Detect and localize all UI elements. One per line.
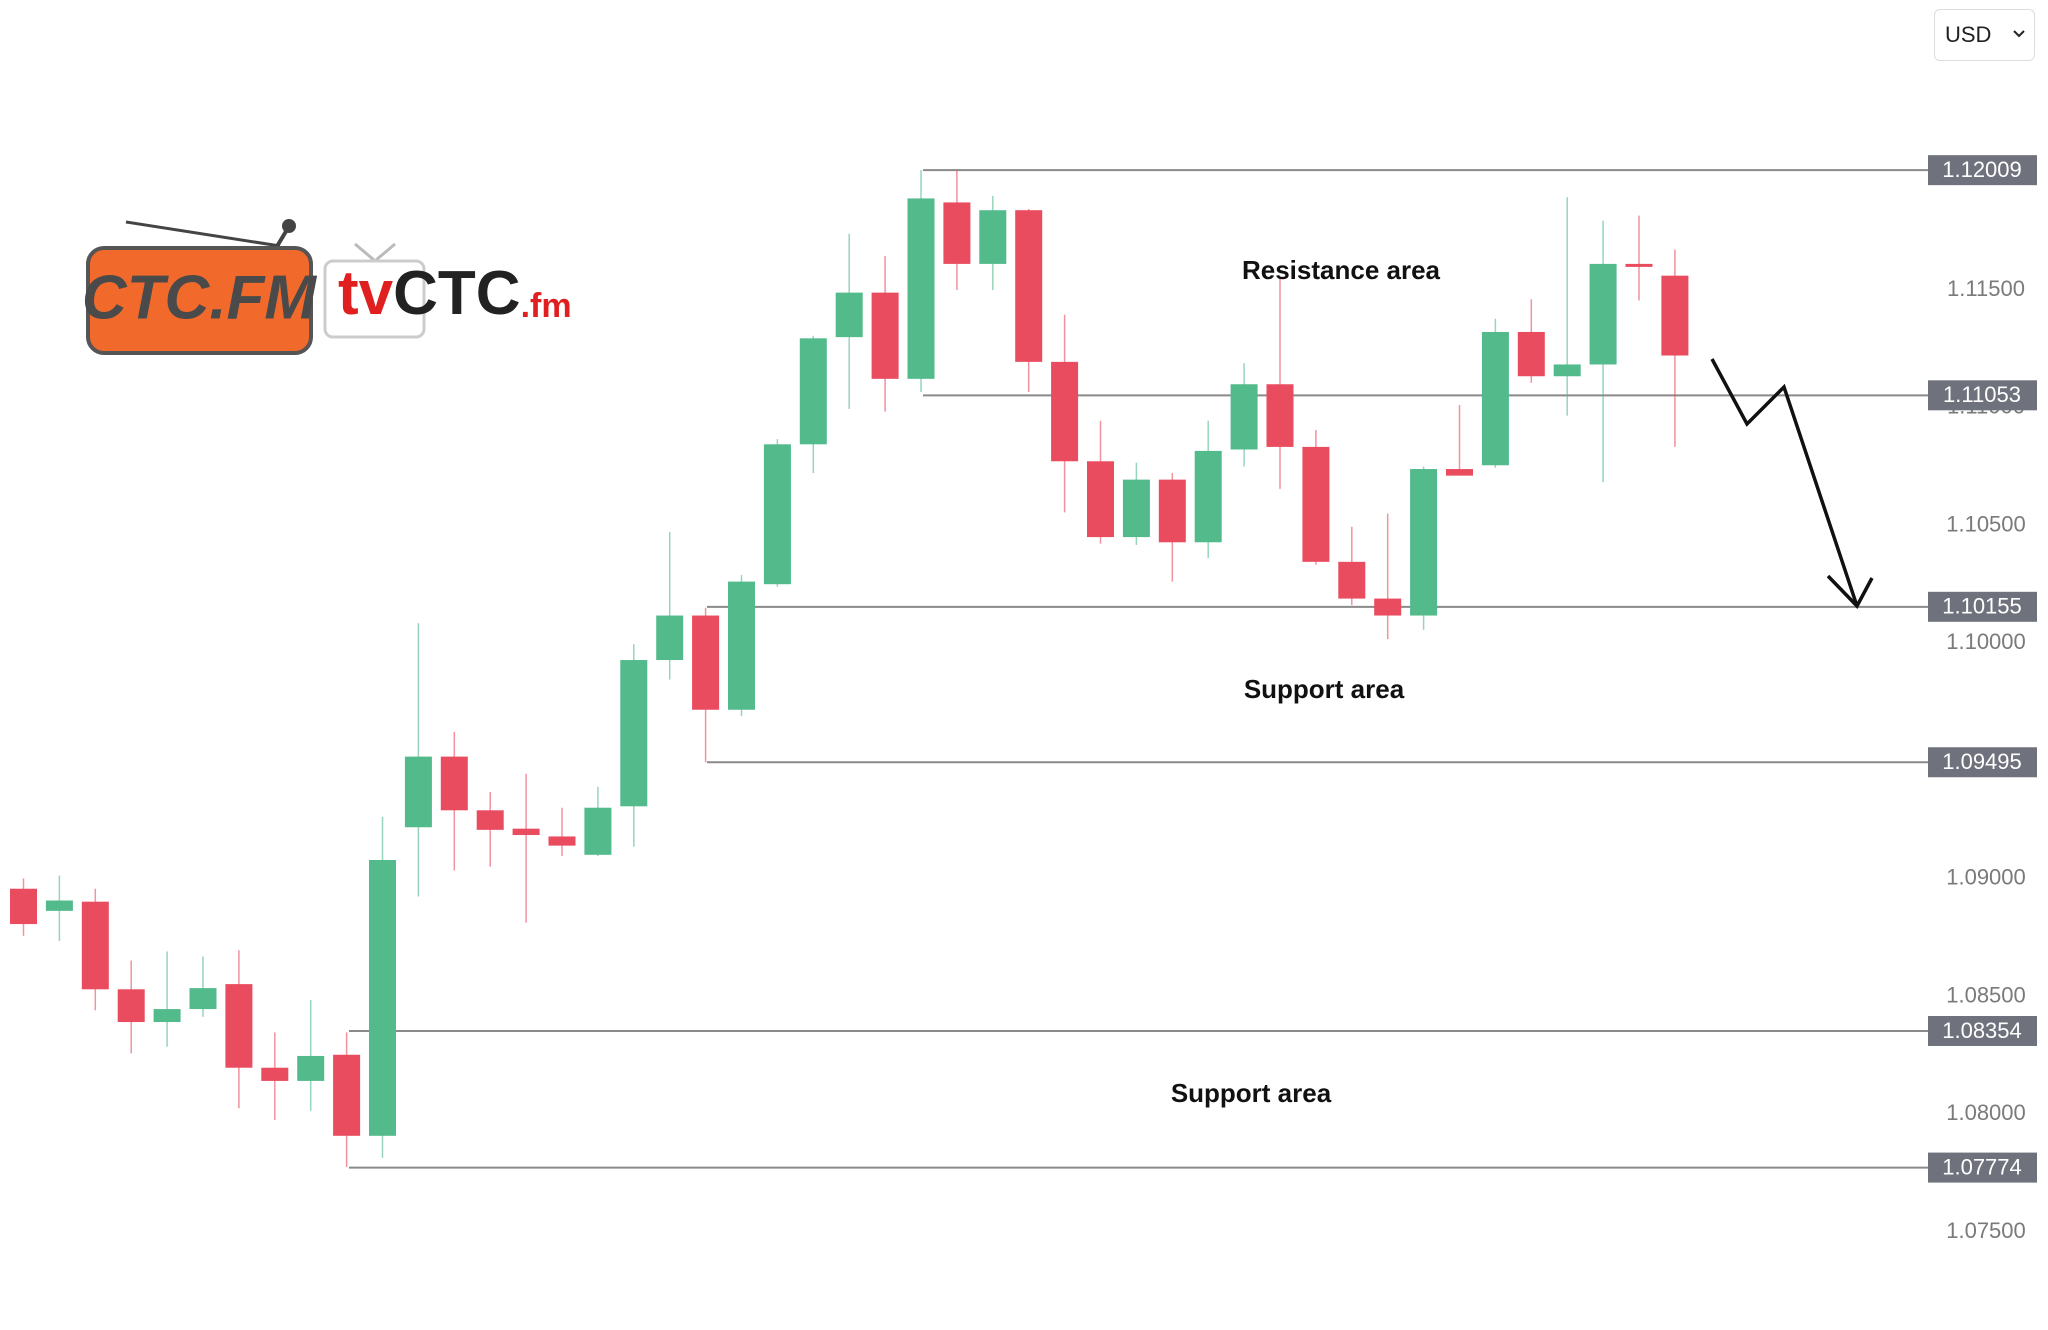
- candle-body: [763, 444, 791, 585]
- candle-body: [1553, 364, 1581, 377]
- y-tick-label: 1.10000: [1946, 629, 2026, 654]
- arrow-head: [1826, 574, 1874, 609]
- candle-body: [1446, 469, 1473, 476]
- currency-label: USD: [1945, 22, 1992, 47]
- candle-body: [692, 615, 720, 710]
- level-label-box: [1928, 747, 2037, 778]
- candle-body: [1338, 561, 1366, 599]
- annotation: Resistance area: [1242, 255, 1441, 285]
- forecast-arrow: [1710, 358, 1874, 609]
- candle-body: [1087, 461, 1114, 538]
- candle-body: [620, 660, 648, 807]
- ctc-fm-logo: CTC.FM: [82, 219, 318, 355]
- antenna: [354, 242, 375, 262]
- candle-body: [333, 1054, 361, 1136]
- candle-body: [153, 1009, 181, 1023]
- level-label: 1.12009: [1942, 157, 2022, 182]
- candle-body: [656, 615, 684, 661]
- candle-body: [1051, 361, 1079, 462]
- candle-body: [261, 1067, 289, 1081]
- candle-body: [1266, 384, 1294, 447]
- candle-body: [1230, 384, 1258, 450]
- candle-body: [1302, 446, 1330, 562]
- candle-body: [979, 210, 1007, 264]
- level-label-box: [1928, 155, 2037, 186]
- candle-body: [907, 198, 935, 379]
- level-label: 1.09495: [1942, 749, 2022, 774]
- level-label: 1.07774: [1942, 1154, 2022, 1179]
- antenna: [375, 242, 396, 262]
- logo-part: tv: [338, 259, 394, 328]
- y-tick-label: 1.11500: [1947, 276, 2025, 301]
- candle-body: [10, 888, 37, 925]
- level-label-box: [1928, 1152, 2037, 1183]
- candle-body: [728, 581, 755, 710]
- logo-text: CTC.FM: [82, 263, 318, 332]
- chevron: [2013, 30, 2025, 38]
- candle-body: [404, 756, 432, 828]
- candle-body: [1661, 275, 1689, 356]
- antenna-tip: [282, 219, 296, 233]
- y-tick-label: 1.08000: [1946, 1100, 2026, 1125]
- level-label-box: [1928, 591, 2037, 622]
- annotation: Support area: [1244, 674, 1405, 704]
- logo-text: tvCTC.fm: [338, 259, 572, 328]
- logo-part: .fm: [521, 287, 572, 325]
- candle-body: [943, 202, 971, 264]
- candle-body: [1374, 598, 1402, 616]
- candle-body: [1589, 263, 1617, 365]
- candle-body: [1015, 210, 1043, 362]
- candle-body: [835, 292, 863, 338]
- candle-body: [548, 836, 576, 846]
- level-label-box: [1928, 1015, 2037, 1046]
- candle-body: [225, 984, 253, 1068]
- candle-body: [117, 989, 145, 1023]
- candle-body: [799, 338, 827, 445]
- y-tick-label: 1.08500: [1946, 982, 2026, 1007]
- candle-body: [512, 828, 540, 836]
- candle-body: [1625, 263, 1653, 267]
- candle-body: [1122, 479, 1150, 538]
- arrow-line: [1710, 358, 1859, 607]
- candle-body: [369, 859, 396, 1136]
- candle-body: [81, 901, 109, 990]
- candle-body: [1158, 479, 1186, 543]
- candle-body: [584, 807, 612, 855]
- y-tick-label: 1.09000: [1946, 865, 2026, 890]
- candle-body: [1410, 469, 1438, 616]
- tvctc-logo: tvCTC.fm: [323, 242, 572, 339]
- candle-body: [1481, 331, 1509, 466]
- candle-body: [871, 292, 899, 379]
- logo-frame: [323, 259, 426, 339]
- annotation: Support area: [1171, 1078, 1332, 1108]
- level-label: 1.11053: [1943, 382, 2021, 407]
- candle-body: [189, 988, 217, 1010]
- currency-selector[interactable]: USD: [1934, 9, 2035, 61]
- level-label-box: [1928, 380, 2037, 411]
- level-label: 1.10155: [1942, 594, 2022, 619]
- candle-body: [476, 810, 504, 830]
- antenna: [125, 220, 281, 248]
- level-label: 1.08354: [1942, 1018, 2022, 1043]
- candle-body: [45, 900, 73, 911]
- candle-body: [440, 756, 468, 811]
- logo-part: CTC: [393, 259, 520, 328]
- y-tick-label: 1.07500: [1946, 1218, 2026, 1243]
- logo-box: [86, 246, 313, 355]
- y-tick-label: 1.10500: [1946, 511, 2026, 536]
- candle-body: [1194, 450, 1222, 543]
- candle-body: [1517, 331, 1545, 377]
- candle-body: [297, 1055, 325, 1081]
